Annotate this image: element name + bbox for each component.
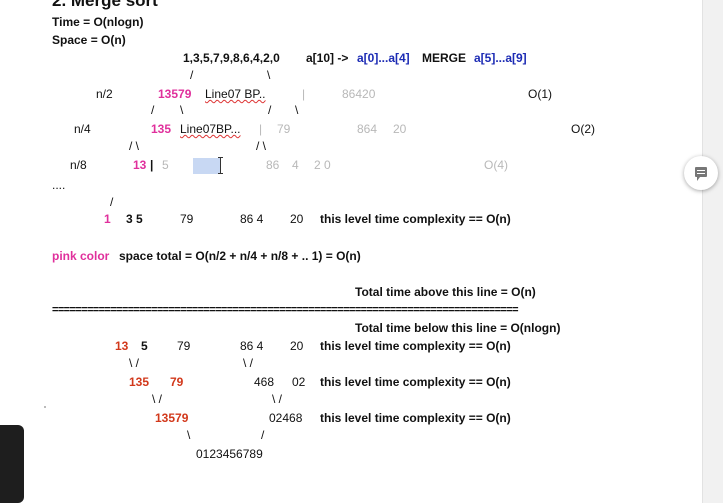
n2-divider: |: [302, 87, 306, 101]
right-part: a[5]...a[9]: [474, 51, 527, 65]
m2-complexity: this level time complexity == O(n): [320, 375, 511, 389]
m3-red: 13579: [155, 411, 189, 425]
n4-branch-1: / \: [129, 139, 140, 153]
n8-right-3: 2 0: [314, 158, 331, 172]
input-array: 1,3,5,7,9,8,6,4,2,0: [183, 51, 280, 65]
m1-right: 86 4: [240, 339, 264, 353]
n2-complexity: O(1): [528, 87, 552, 101]
n4-right-group-1: 864: [357, 122, 378, 136]
m3-branch-a: \: [187, 428, 191, 442]
n8-right-2: 4: [292, 158, 299, 172]
m3-complexity: this level time complexity == O(n): [320, 411, 511, 425]
leaf-branch: /: [110, 195, 114, 209]
n2-branch-4: \: [295, 103, 299, 117]
text-cursor-icon: [218, 157, 223, 174]
time-line: Time = O(nlogn): [52, 15, 144, 29]
branch-right: \: [267, 68, 271, 82]
n8-right-1: 86: [266, 158, 280, 172]
leaf-right: 86 4: [240, 212, 264, 226]
m2-red-1: 135: [129, 375, 150, 389]
n8-divider: |: [150, 158, 154, 172]
leaf-seven-nine: 79: [180, 212, 194, 226]
n2-branch-2: \: [180, 103, 184, 117]
n4-mid-group: 79: [277, 122, 291, 136]
m1-twenty: 20: [290, 339, 304, 353]
n2-branch-1: /: [151, 103, 155, 117]
add-comment-button[interactable]: [684, 156, 718, 190]
m3-right: 02468: [269, 411, 303, 425]
n4-complexity: O(2): [571, 122, 595, 136]
stray-dot: [44, 406, 46, 408]
total-below: Total time below this line = O(nlogn): [355, 321, 561, 335]
n4-link-chip[interactable]: Line07BP...: [180, 122, 241, 136]
m1-branch-a: \ /: [129, 356, 140, 370]
total-above: Total time above this line = O(n): [355, 285, 536, 299]
m1-red: 13: [115, 339, 129, 353]
m2-branch-b: \ /: [272, 392, 283, 406]
vertical-scrollbar[interactable]: [702, 0, 723, 503]
m1-seven-nine: 79: [177, 339, 191, 353]
continuation-dots: ....: [52, 178, 66, 192]
section-heading: 2. Merge sort: [52, 0, 158, 10]
n4-branch-2: / \: [256, 139, 267, 153]
level-label-n8: n/8: [70, 158, 87, 172]
n4-divider: |: [259, 122, 263, 136]
space-line: Space = O(n): [52, 33, 126, 47]
space-total: space total = O(n/2 + n/4 + n/8 + .. 1) …: [119, 249, 361, 263]
add-comment-icon: [695, 167, 707, 181]
text-selection-highlight: [193, 158, 220, 174]
m1-complexity: this level time complexity == O(n): [320, 339, 511, 353]
branch-left: /: [190, 68, 194, 82]
level-label-n4: n/4: [74, 122, 91, 136]
leaf-complexity: this level time complexity == O(n): [320, 212, 511, 226]
level-label-n2: n/2: [96, 87, 113, 101]
m2-red-2: 79: [170, 375, 184, 389]
m2-right-2: 02: [292, 375, 306, 389]
n8-five: 5: [162, 158, 169, 172]
side-panel-edge: [0, 425, 24, 503]
leaf-twenty: 20: [290, 212, 304, 226]
leaf-one: 1: [104, 212, 111, 226]
document-page[interactable]: 2. Merge sort Time = O(nlogn) Space = O(…: [0, 0, 702, 503]
n2-right-group: 86420: [342, 87, 376, 101]
m1-branch-b: \ /: [243, 356, 254, 370]
space-pink-label: pink color: [52, 249, 110, 263]
n8-left-group: 13: [133, 158, 147, 172]
merge-word: MERGE: [422, 51, 467, 65]
n2-left-group: 13579: [158, 87, 192, 101]
n4-left-group: 135: [151, 122, 172, 136]
array-range: a[10] ->: [306, 51, 349, 65]
left-part: a[0]...a[4]: [357, 51, 410, 65]
n4-right-group-2: 20: [393, 122, 407, 136]
n2-link-chip[interactable]: Line07 BP..: [205, 87, 266, 101]
m2-branch-a: \ /: [152, 392, 163, 406]
m3-branch-b: /: [261, 428, 265, 442]
n8-complexity: O(4): [484, 158, 508, 172]
sorted-result: 0123456789: [196, 447, 263, 461]
leaf-three-five: 3 5: [126, 212, 143, 226]
m1-five: 5: [141, 339, 148, 353]
n2-branch-3: /: [268, 103, 272, 117]
m2-right: 468: [254, 375, 275, 389]
separator-line: ========================================…: [52, 304, 519, 316]
